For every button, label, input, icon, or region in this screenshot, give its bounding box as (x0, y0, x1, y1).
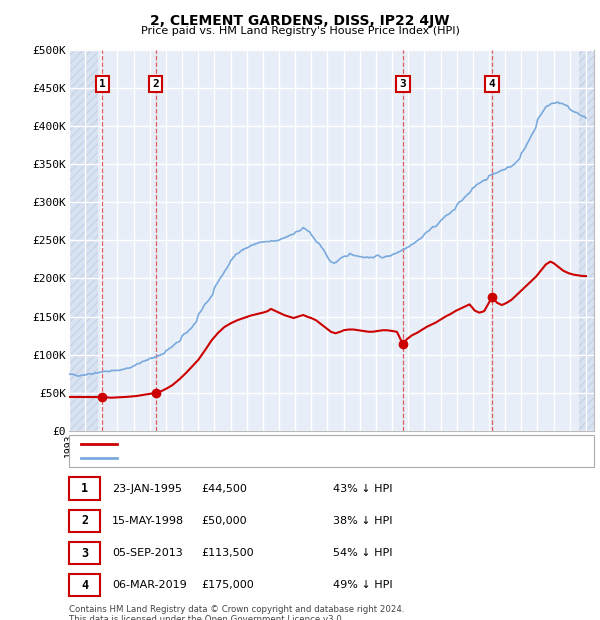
Text: 2, CLEMENT GARDENS, DISS, IP22 4JW (detached house): 2, CLEMENT GARDENS, DISS, IP22 4JW (deta… (126, 439, 404, 450)
Text: 3: 3 (81, 547, 88, 559)
Text: 1: 1 (81, 482, 88, 495)
Text: HPI: Average price, detached house, South Norfolk: HPI: Average price, detached house, Sout… (126, 453, 373, 464)
Text: 3: 3 (400, 79, 406, 89)
Text: 49% ↓ HPI: 49% ↓ HPI (333, 580, 392, 590)
Text: 1: 1 (99, 79, 106, 89)
Text: 2, CLEMENT GARDENS, DISS, IP22 4JW: 2, CLEMENT GARDENS, DISS, IP22 4JW (150, 14, 450, 28)
Text: 4: 4 (81, 579, 88, 591)
Text: 15-MAY-1998: 15-MAY-1998 (112, 516, 184, 526)
Text: Price paid vs. HM Land Registry's House Price Index (HPI): Price paid vs. HM Land Registry's House … (140, 26, 460, 36)
Text: 38% ↓ HPI: 38% ↓ HPI (333, 516, 392, 526)
Text: 05-SEP-2013: 05-SEP-2013 (112, 548, 183, 558)
Text: £113,500: £113,500 (201, 548, 254, 558)
Text: £50,000: £50,000 (201, 516, 247, 526)
Bar (69, 50, 98, 431)
Text: 06-MAR-2019: 06-MAR-2019 (112, 580, 187, 590)
Text: 54% ↓ HPI: 54% ↓ HPI (333, 548, 392, 558)
Text: Contains HM Land Registry data © Crown copyright and database right 2024.
This d: Contains HM Land Registry data © Crown c… (69, 604, 404, 620)
Text: 43% ↓ HPI: 43% ↓ HPI (333, 484, 392, 494)
Text: 2: 2 (81, 515, 88, 527)
Text: 2: 2 (152, 79, 159, 89)
Text: 4: 4 (488, 79, 495, 89)
Text: £44,500: £44,500 (201, 484, 247, 494)
Bar (580, 50, 594, 431)
Text: 23-JAN-1995: 23-JAN-1995 (112, 484, 182, 494)
Text: £175,000: £175,000 (201, 580, 254, 590)
